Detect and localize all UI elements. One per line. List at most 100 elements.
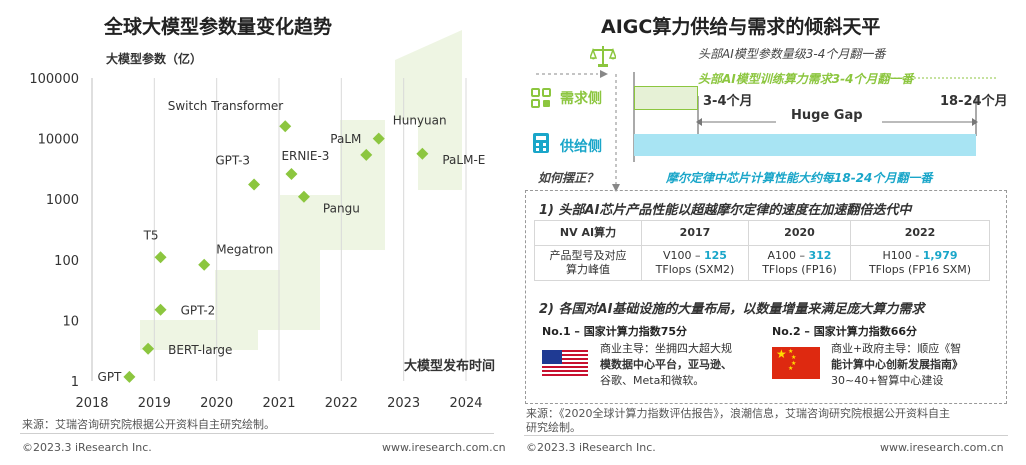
period-18-24-months: 18-24个月 <box>940 94 1008 109</box>
training-demand-note: 头部AI模型训练算力需求3-4个月翻一番 <box>698 72 914 86</box>
y-tick-label: 1000 <box>46 193 79 208</box>
x-tick-label: 2021 <box>262 396 295 410</box>
y-tick-label: 100 <box>54 254 79 269</box>
moore-law-note: 摩尔定律中芯片计算性能大约每18-24个月翻一番 <box>666 171 933 185</box>
table-header-cell: NV AI算力 <box>534 220 642 246</box>
x-axis-label: 大模型发布时间 <box>404 359 496 374</box>
point-two-heading: 2) 各国对AI基础设施的大量布局，以数量增量来满足庞大算力需求 <box>539 302 925 317</box>
x-tick-label: 2022 <box>325 396 358 410</box>
us-desc-line: 模数据中心平台，亚马逊、 <box>600 358 732 371</box>
point-one-heading: 1) 头部AI芯片产品性能以超越摩尔定律的速度在加速翻倍迭代中 <box>539 203 912 218</box>
us-description: 商业主导：坐拥四大超大规 模数据中心平台，亚马逊、 谷歌、Meta和微软。 <box>600 341 732 389</box>
data-point-marker <box>142 342 155 355</box>
left-copyright: ©2023.3 iResearch Inc. <box>22 441 152 454</box>
y-tick-label: 1 <box>71 375 79 390</box>
data-point-marker <box>416 147 429 160</box>
cn-desc-line: 能计算中心创新发展指南》 <box>831 358 963 371</box>
data-point-marker <box>154 303 167 316</box>
cell-tflops-value: 125 <box>704 249 727 262</box>
cell-unit: TFlops (FP16 SXM) <box>868 263 972 276</box>
cn-desc-line: 商业+政府主导：顺应《智 <box>831 342 962 355</box>
parameter-scatter-chart: 2018 2019 2020 2021 2022 2023 2024 1 10 100 1000 10… <box>29 72 485 410</box>
data-point-marker <box>372 132 385 145</box>
table-header-cell: 2020 <box>747 220 852 246</box>
supply-calculator-icon <box>533 133 549 153</box>
table-row: 产品型号及对应算力峰值 V100 – 125 TFlops (SXM2) A10… <box>534 245 990 281</box>
data-point-marker <box>248 178 261 191</box>
staircase-shape <box>140 30 462 350</box>
left-chart-title: 全球大模型参数量变化趋势 <box>104 16 333 38</box>
y-axis-label: 大模型参数（亿） <box>106 52 203 66</box>
balance-scale-icon <box>590 46 616 67</box>
data-point-label: GPT <box>98 370 123 384</box>
data-point-label: Hunyuan <box>393 114 447 128</box>
left-source-note: 来源：艾瑞咨询研究院根据公开资料自主研究绘制。 <box>22 418 275 431</box>
x-tick-label: 2023 <box>387 396 420 410</box>
right-source-line1: 来源：《2020全球计算力指数评估报告》，浪潮信息，艾瑞咨询研究院根据公开资料自… <box>526 407 950 420</box>
data-point-marker <box>198 258 211 271</box>
us-flag-icon <box>542 350 588 378</box>
supply-side-label: 供给侧 <box>560 139 602 155</box>
data-point-label: ERNIE-3 <box>281 149 329 163</box>
x-tick-label: 2024 <box>449 396 482 410</box>
demand-side-label: 需求侧 <box>560 91 602 107</box>
right-copyright: ©2023.3 iResearch Inc. <box>526 441 656 454</box>
right-divider <box>524 435 1008 436</box>
data-point-label: PaLM-E <box>442 153 485 167</box>
us-desc-line: 商业主导：坐拥四大超大规 <box>600 342 732 355</box>
table-header-row: NV AI算力 2017 2020 2022 <box>534 220 990 246</box>
cell-model: A100 – <box>767 249 809 262</box>
cell-tflops-value: 1,979 <box>922 249 958 262</box>
nv-compute-table: NV AI算力 2017 2020 2022 产品型号及对应算力峰值 V100 … <box>534 220 990 281</box>
x-tick-label: 2019 <box>138 396 171 410</box>
solutions-box <box>525 190 1007 404</box>
table-header-cell: 2017 <box>641 220 749 246</box>
huge-gap-label: Huge Gap <box>791 108 863 123</box>
x-tick-label: 2020 <box>200 396 233 410</box>
y-tick-label: 10 <box>62 314 79 329</box>
data-point-marker <box>360 148 373 161</box>
data-point-label: GPT-2 <box>181 304 216 318</box>
data-point-label: Megatron <box>216 243 273 257</box>
cell-unit: TFlops (FP16) <box>762 263 837 276</box>
table-cell: H100 - 1,979 TFlops (FP16 SXM) <box>850 245 990 281</box>
data-point-label: PaLM <box>330 132 361 146</box>
data-point-label: BERT-large <box>168 343 232 357</box>
data-point-marker <box>154 251 167 264</box>
us-rank-title: No.1 – 国家计算力指数75分 <box>542 325 688 338</box>
data-point-label: GPT-3 <box>215 153 250 167</box>
cn-description: 商业+政府主导：顺应《智 能计算中心创新发展指南》 30~40+智算中心建设 <box>831 341 963 389</box>
cn-rank-title: No.2 – 国家计算力指数66分 <box>772 325 918 338</box>
cell-unit: TFlops (SXM2) <box>655 263 735 276</box>
table-header-cell: 2022 <box>850 220 990 246</box>
data-point-marker <box>123 370 136 383</box>
model-growth-note: 头部AI模型参数量级3-4个月翻一番 <box>698 47 886 61</box>
supply-bar <box>634 134 976 156</box>
right-source-line2: 研究绘制。 <box>526 421 581 434</box>
data-point-marker <box>297 190 310 203</box>
x-tick-label: 2018 <box>75 396 108 410</box>
data-point-marker <box>279 120 292 133</box>
right-title: AIGC算力供给与需求的倾斜天平 <box>601 16 881 38</box>
period-3-4-months: 3-4个月 <box>703 94 753 109</box>
right-website: www.iresearch.com.cn <box>880 441 1004 454</box>
demand-bar <box>634 86 698 110</box>
data-point-label: Pangu <box>323 202 360 216</box>
left-divider <box>20 433 494 434</box>
y-tick-label: 10000 <box>38 133 79 148</box>
cell-tflops-value: 312 <box>808 249 832 262</box>
table-cell: V100 – 125 TFlops (SXM2) <box>641 245 749 281</box>
data-point-label: T5 <box>143 228 159 242</box>
left-website: www.iresearch.com.cn <box>382 441 506 454</box>
data-point-label: Switch Transformer <box>168 99 284 113</box>
data-point-marker <box>285 168 298 181</box>
china-flag-icon: ★ ★ ★ ★ ★ <box>772 347 820 379</box>
cell-model: H100 - <box>882 249 923 262</box>
cn-desc-line: 30~40+智算中心建设 <box>831 374 944 387</box>
table-cell: A100 – 312 TFlops (FP16) <box>747 245 852 281</box>
demand-grid-icon <box>531 88 551 108</box>
how-to-balance-question: 如何摆正？ <box>538 171 599 185</box>
y-tick-label: 100000 <box>29 72 79 87</box>
us-desc-line: 谷歌、Meta和微软。 <box>600 374 705 387</box>
staircase-arrow-decoration <box>140 30 462 350</box>
